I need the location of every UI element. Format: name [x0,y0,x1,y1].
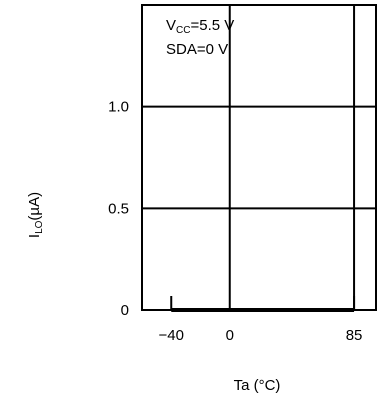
tick-labels: 0 0.5 1.0 −40 0 85 [108,99,362,344]
grid-lines [142,5,376,310]
annotation-vcc: VCC=5.5 V [166,17,234,36]
x-tick-label: 0 [226,327,234,344]
annotation-vcc-base: V [166,17,176,34]
x-tick-label: −40 [159,327,184,344]
annotation-sda-text: SDA=0 V [166,41,228,58]
x-axis-label: Ta (°C) [234,377,281,394]
x-tick-label: 85 [346,327,363,344]
y-tick-label: 0 [121,302,129,319]
y-axis-label: ILO(µA) [26,192,45,238]
y-axis-label-sub: LO [34,220,45,234]
annotation-vcc-sub: CC [176,25,190,36]
y-axis-label-base: I [26,234,43,238]
y-axis-label-rest: (µA) [26,192,43,221]
y-tick-label: 0.5 [108,200,129,217]
annotation-vcc-rest: =5.5 V [190,17,234,34]
annotation-sda: SDA=0 V [166,41,228,58]
y-tick-label: 1.0 [108,99,129,116]
